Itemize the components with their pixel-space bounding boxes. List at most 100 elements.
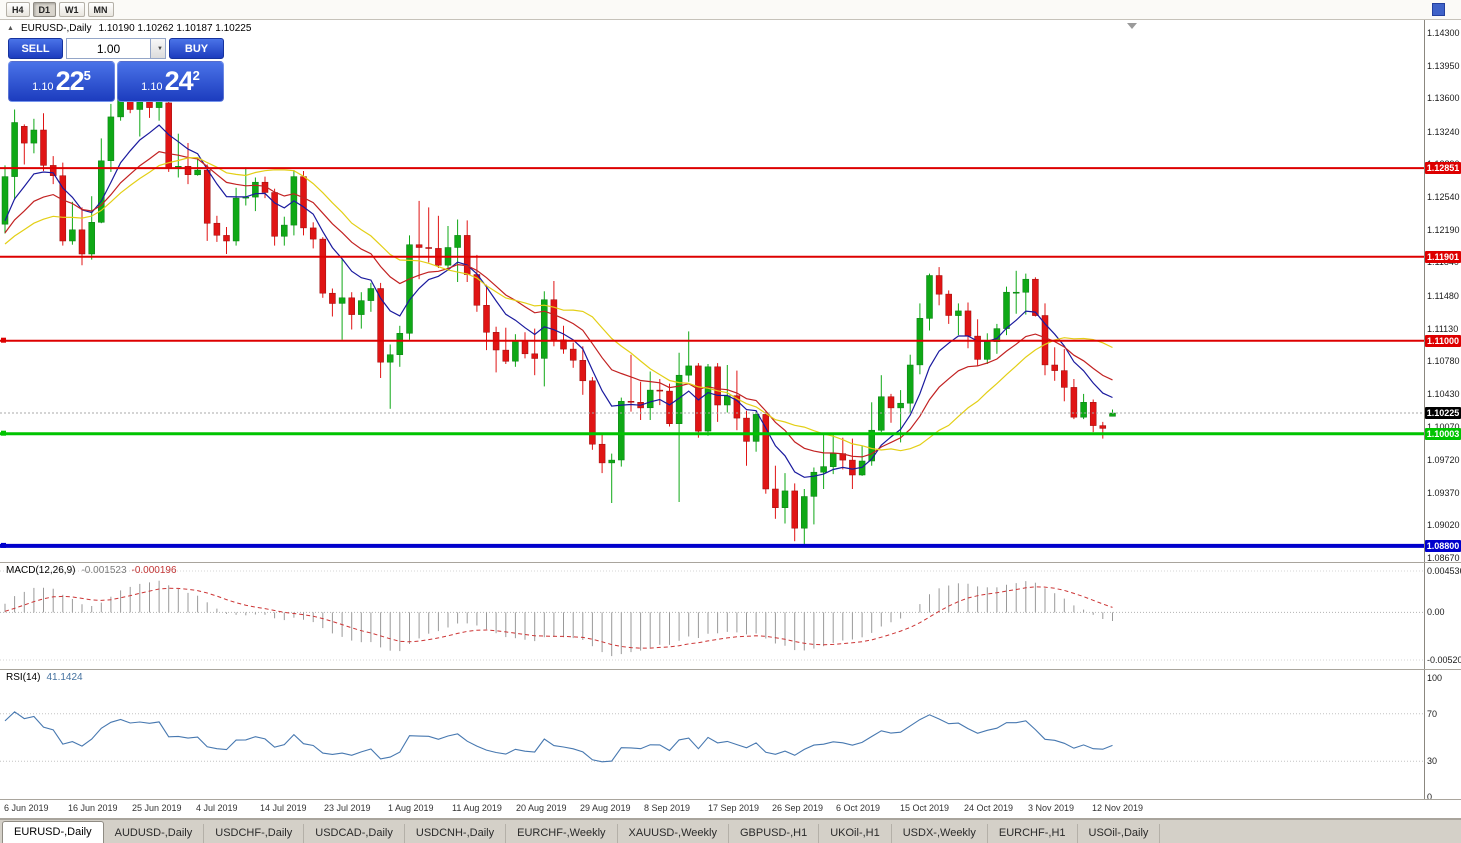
- rsi-scale-label: 100: [1427, 673, 1443, 683]
- sell-price-pips: 22: [55, 66, 85, 96]
- time-axis-separator: [0, 799, 1461, 800]
- trade-controls-row: SELL ▼ BUY: [8, 38, 224, 59]
- macd-label: MACD(12,26,9) -0.001523 -0.000196: [6, 565, 177, 576]
- tab-usoil-daily[interactable]: USOil-,Daily: [1078, 824, 1161, 843]
- tab-gbpusd-h1[interactable]: GBPUSD-,H1: [729, 824, 820, 843]
- buy-button[interactable]: BUY: [169, 38, 224, 59]
- moving-average-slow-yellow: [4, 156, 1113, 452]
- rsi-panel[interactable]: [0, 670, 1424, 799]
- timeframe-button-mn[interactable]: MN: [87, 2, 114, 17]
- date-label: 1 Aug 2019: [388, 803, 434, 813]
- macd-scale-label: -0.005205: [1427, 655, 1461, 665]
- date-label: 23 Jul 2019: [324, 803, 371, 813]
- tab-usdchf-daily[interactable]: USDCHF-,Daily: [204, 824, 305, 843]
- rsi-label: RSI(14) 41.1424: [6, 672, 83, 683]
- macd-scale-label: 0.004536: [1427, 566, 1461, 576]
- macd-signal-value: -0.000196: [131, 565, 177, 576]
- date-label: 15 Oct 2019: [900, 803, 950, 813]
- macd-histogram: [4, 580, 1113, 657]
- macd-value: -0.001523: [81, 565, 127, 576]
- line-price-label: 1.12851: [1425, 162, 1461, 174]
- trade-prices-row: 1.10 22 5 1.10 24 2: [8, 61, 224, 102]
- line-anchor-marker[interactable]: [1, 542, 6, 548]
- tab-usdcad-daily[interactable]: USDCAD-,Daily: [304, 824, 405, 843]
- line-anchor-marker[interactable]: [1, 430, 6, 436]
- ohlc-values: 1.10190 1.10262 1.10187 1.10225: [98, 23, 252, 34]
- volume-dropdown-button[interactable]: ▼: [150, 39, 165, 58]
- macd-panel[interactable]: [0, 563, 1424, 669]
- time-axis[interactable]: 6 Jun 2019 16 Jun 2019 25 Jun 2019 4 Jul 20…: [0, 800, 1424, 818]
- tab-usdcnh-daily[interactable]: USDCNH-,Daily: [405, 824, 507, 843]
- price-scale-label: 1.09720: [1427, 455, 1460, 465]
- rsi-scale-label: 0: [1427, 792, 1433, 802]
- price-scale-label: 1.13950: [1427, 61, 1460, 71]
- timeframe-button-h4[interactable]: H4: [6, 2, 30, 17]
- sell-button[interactable]: SELL: [8, 38, 63, 59]
- date-label: 29 Aug 2019: [580, 803, 631, 813]
- macd-scale-label: 0.00: [1427, 607, 1445, 617]
- rsi-scale-label: 70: [1427, 709, 1438, 719]
- price-scale-label: 1.10070: [1427, 422, 1460, 432]
- price-chart-panel[interactable]: [0, 19, 1424, 562]
- moving-average-fast-blue: [4, 124, 1113, 478]
- sell-price-panel[interactable]: 1.10 22 5: [8, 61, 115, 102]
- date-label: 8 Sep 2019: [644, 803, 691, 813]
- one-click-trading-widget: SELL ▼ BUY 1.10 22 5 1.10 24 2: [8, 38, 224, 102]
- line-price-label: 1.11901: [1425, 251, 1461, 263]
- price-scale-label: 1.10780: [1427, 356, 1460, 366]
- tab-eurchf-weekly[interactable]: EURCHF-,Weekly: [506, 824, 618, 843]
- price-scale-label: 1.11480: [1427, 291, 1459, 301]
- window-icon[interactable]: [1432, 3, 1445, 16]
- panel-splitter[interactable]: [0, 669, 1461, 670]
- panel-splitter[interactable]: [0, 562, 1461, 563]
- buy-price-panel[interactable]: 1.10 24 2: [117, 61, 224, 102]
- date-label: 16 Jun 2019: [68, 803, 118, 813]
- timeframe-button-w1[interactable]: W1: [59, 2, 85, 17]
- tab-ukoil-h1[interactable]: UKOil-,H1: [819, 824, 892, 843]
- chart-tabs-bar: EURUSD-,Daily AUDUSD-,Daily USDCHF-,Daily U…: [0, 819, 1461, 843]
- date-label: 20 Aug 2019: [516, 803, 567, 813]
- buy-price-point: 2: [192, 67, 200, 83]
- line-price-label: 1.08800: [1425, 540, 1461, 552]
- price-scale-label: 1.09020: [1427, 520, 1460, 530]
- chart-title: ▲ EURUSD-,Daily 1.10190 1.10262 1.10187 …: [7, 23, 251, 34]
- rsi-line: [4, 711, 1113, 763]
- rsi-value: 41.1424: [46, 672, 83, 683]
- tab-usdx-weekly[interactable]: USDX-,Weekly: [892, 824, 988, 843]
- volume-input[interactable]: [67, 39, 150, 58]
- macd-name: MACD(12,26,9): [6, 565, 76, 576]
- tab-xauusd-weekly[interactable]: XAUUSD-,Weekly: [618, 824, 729, 843]
- date-label: 3 Nov 2019: [1028, 803, 1075, 813]
- price-scale-label: 1.12540: [1427, 192, 1460, 202]
- price-scale-border: [1424, 19, 1425, 799]
- price-scale-label: 1.13240: [1427, 127, 1460, 137]
- sell-price-point: 5: [83, 67, 91, 83]
- tab-eurchf-h1[interactable]: EURCHF-,H1: [988, 824, 1078, 843]
- tabbar-separator: [0, 818, 1461, 819]
- one-click-toggle-icon[interactable]: ▲: [7, 25, 14, 32]
- price-scale-label: 1.14300: [1427, 28, 1460, 38]
- price-scale-label: 1.09370: [1427, 488, 1460, 498]
- date-label: 24 Oct 2019: [964, 803, 1014, 813]
- rsi-scale-label: 30: [1427, 756, 1438, 766]
- tab-eurusd-daily[interactable]: EURUSD-,Daily: [2, 821, 104, 843]
- date-label: 26 Sep 2019: [772, 803, 824, 813]
- timeframe-toolbar: H4 D1 W1 MN: [0, 0, 1461, 20]
- date-label: 11 Aug 2019: [452, 803, 502, 813]
- price-scale-label: 1.10430: [1427, 389, 1460, 399]
- date-label: 6 Oct 2019: [836, 803, 881, 813]
- sell-price-prefix: 1.10: [32, 80, 54, 93]
- price-scale-label: 1.08670: [1427, 553, 1460, 563]
- line-anchor-marker[interactable]: [1, 337, 6, 343]
- timeframe-button-d1[interactable]: D1: [32, 2, 57, 17]
- macd-signal-line: [4, 586, 1113, 649]
- price-scale-label: 1.11130: [1427, 324, 1459, 334]
- date-label: 4 Jul 2019: [196, 803, 238, 813]
- tab-audusd-daily[interactable]: AUDUSD-,Daily: [104, 824, 205, 843]
- buy-price-pips: 24: [164, 66, 194, 96]
- line-price-label: 1.10003: [1425, 428, 1461, 440]
- volume-control: ▼: [66, 38, 166, 59]
- date-label: 25 Jun 2019: [132, 803, 182, 813]
- chart-shift-marker-icon[interactable]: [1127, 23, 1137, 29]
